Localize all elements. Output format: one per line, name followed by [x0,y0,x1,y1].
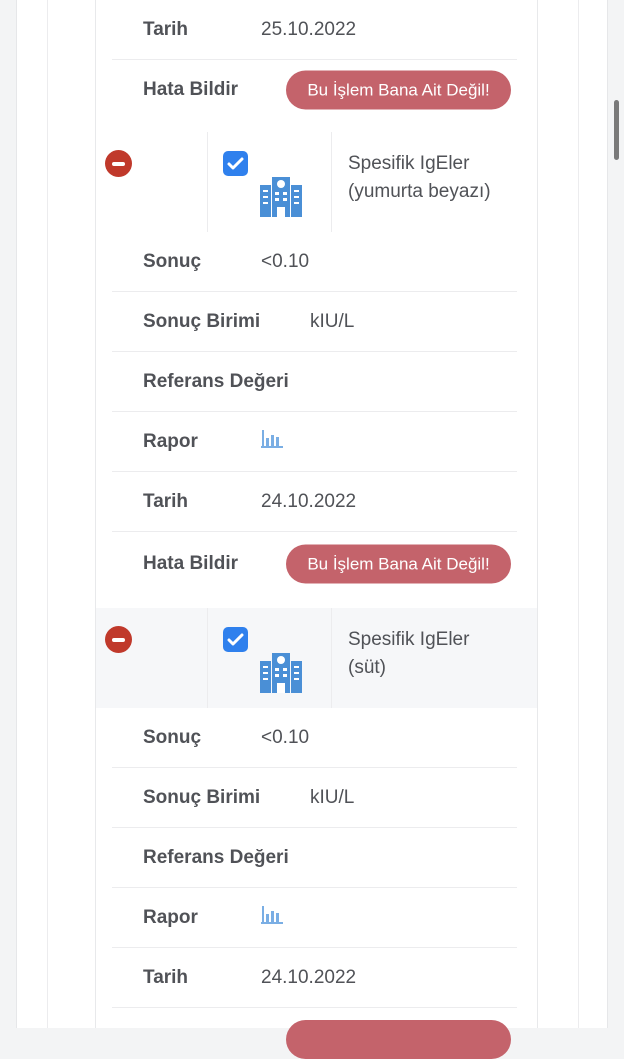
test-item-header: Spesifik IgEler (süt) [96,608,537,708]
date-row: Tarih 25.10.2022 [112,0,517,60]
test-name-line1: Spesifik IgEler [348,629,470,650]
report-label: Rapor [143,906,198,928]
unit-row: Sonuç Birimi kIU/L [112,292,517,352]
report-error-button[interactable]: Bu İşlem Bana Ait Değil! [286,70,511,110]
content-panel [47,0,579,1028]
result-label: Sonuç [143,250,202,272]
scrollbar[interactable] [614,100,619,160]
unit-value: kIU/L [310,786,355,808]
date-label: Tarih [143,490,189,512]
test-item-header: Spesifik IgEler (yumurta beyazı) [96,132,537,232]
report-label: Rapor [143,430,198,452]
date-label: Tarih [143,966,189,988]
reference-row: Referans Değeri [112,828,517,888]
report-error-button-partial[interactable] [286,1020,511,1059]
date-label: Tarih [143,18,189,40]
report-error-button[interactable]: Bu İşlem Bana Ait Değil! [286,544,511,584]
reference-label: Referans Değeri [143,846,289,868]
unit-label: Sonuç Birimi [143,786,261,808]
unit-row: Sonuç Birimi kIU/L [112,768,517,828]
report-row: Rapor [112,888,517,948]
results-card: Tarih 25.10.2022 Hata Bildir Bu İşlem Ba… [95,0,538,1059]
bar-chart-icon[interactable] [261,905,283,930]
result-row: Sonuç <0.10 [112,232,517,292]
result-label: Sonuç [143,726,202,748]
remove-icon[interactable] [105,626,132,653]
checkbox[interactable] [223,627,248,652]
test-name-line2: (süt) [348,657,386,678]
hospital-icon [260,177,302,217]
checkbox[interactable] [223,151,248,176]
hospital-icon [260,653,302,693]
reference-label: Referans Değeri [143,370,289,392]
test-name-line2: (yumurta beyazı) [348,181,491,202]
bar-chart-icon[interactable] [261,429,283,454]
result-value: <0.10 [261,250,310,272]
error-row: Hata Bildir Bu İşlem Bana Ait Değil! [112,534,517,594]
reference-row: Referans Değeri [112,352,517,412]
remove-icon[interactable] [105,150,132,177]
unit-value: kIU/L [310,310,355,332]
date-row: Tarih 24.10.2022 [112,948,517,1008]
error-row: Hata Bildir Bu İşlem Bana Ait Değil! [112,60,517,120]
result-value: <0.10 [261,726,310,748]
result-row: Sonuç <0.10 [112,708,517,768]
date-value: 25.10.2022 [261,18,357,40]
date-row: Tarih 24.10.2022 [112,472,517,532]
report-row: Rapor [112,412,517,472]
test-name-line1: Spesifik IgEler [348,153,470,174]
date-value: 24.10.2022 [261,966,357,988]
error-label: Hata Bildir [143,553,239,574]
error-label: Hata Bildir [143,79,239,100]
unit-label: Sonuç Birimi [143,310,261,332]
date-value: 24.10.2022 [261,490,357,512]
